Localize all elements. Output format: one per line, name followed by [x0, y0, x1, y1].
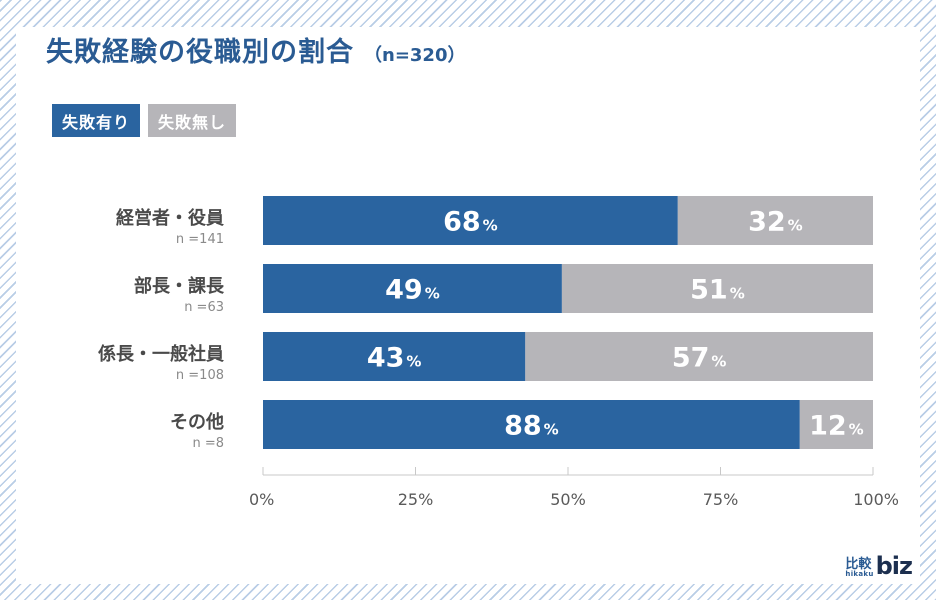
bar-segment	[263, 400, 800, 449]
legend: 失敗有り 失敗無し	[52, 104, 237, 137]
data-label: 68%	[443, 207, 498, 238]
bar-segment	[561, 264, 873, 313]
legend-item-failure-no: 失敗無し	[148, 104, 237, 137]
chart-title: 失敗経験の役職別の割合	[46, 37, 354, 68]
data-label: 49%	[385, 275, 440, 306]
brand-small-text: hikaku	[845, 570, 874, 578]
category-sample-size: n =63	[184, 300, 224, 315]
data-label: 12%	[809, 411, 864, 442]
data-label: 32%	[748, 207, 803, 238]
bar-segment	[677, 196, 873, 245]
category-label: 部長・課長	[134, 275, 225, 297]
title-area: 失敗経験の役職別の割合 （n=320）	[46, 30, 465, 70]
category-label: 経営者・役員	[116, 207, 224, 229]
x-tick-label: 75%	[703, 490, 739, 509]
bar-segment	[525, 332, 873, 381]
x-tick-label: 50%	[550, 490, 586, 509]
x-tick-label: 100%	[853, 490, 899, 509]
brand-biz: biz	[875, 552, 913, 581]
bar-segment	[799, 400, 873, 449]
bar-segment	[263, 332, 526, 381]
category-sample-size: n =8	[192, 436, 224, 451]
data-label: 51%	[690, 275, 745, 306]
category-label: 係長・一般社員	[98, 343, 224, 365]
bar-segment	[263, 196, 678, 245]
brand-kanji: 比較	[845, 557, 872, 572]
data-label: 43%	[367, 343, 422, 374]
bar-segment	[263, 264, 562, 313]
data-label: 57%	[672, 343, 727, 374]
x-tick-label: 25%	[398, 490, 434, 509]
brand-logo: 比較 hikaku biz	[845, 552, 913, 581]
x-tick-label: 0%	[249, 490, 274, 509]
data-label: 88%	[504, 411, 559, 442]
chart-subtitle: （n=320）	[364, 45, 466, 66]
legend-item-failure-yes: 失敗有り	[52, 104, 141, 137]
category-label: その他	[170, 411, 224, 433]
category-sample-size: n =108	[176, 368, 224, 383]
category-sample-size: n =141	[176, 232, 224, 247]
